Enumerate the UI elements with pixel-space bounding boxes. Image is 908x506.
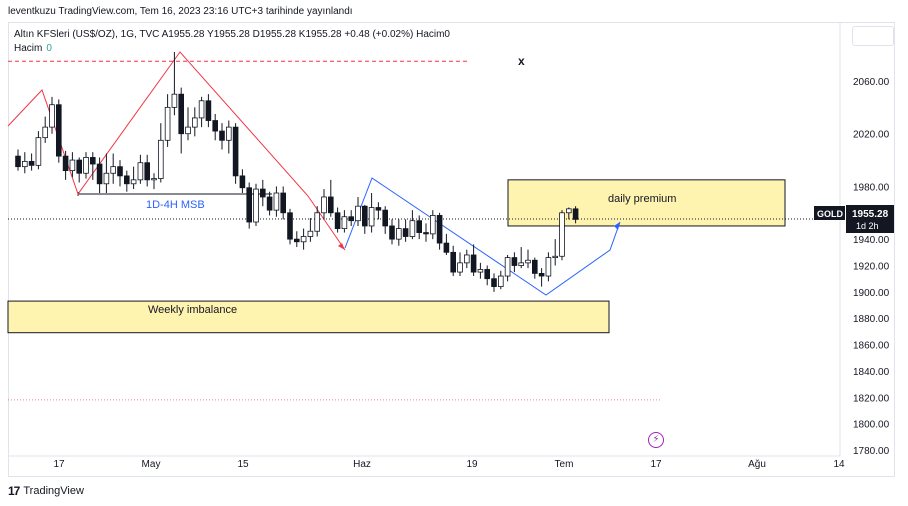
brand-name: TradingView bbox=[23, 485, 84, 497]
volume-label: Hacim bbox=[14, 43, 43, 54]
footer: 17 TradingView bbox=[8, 484, 84, 498]
volume-value: 0 bbox=[46, 43, 52, 54]
symbol-legend: Altın KFSleri (US$/OZ), 1G, TVC A1955.28… bbox=[14, 29, 450, 40]
chart-frame[interactable] bbox=[8, 22, 895, 477]
chart-settings-box[interactable] bbox=[852, 26, 894, 46]
close-icon[interactable]: x bbox=[518, 54, 525, 68]
tradingview-logo-icon: 17 bbox=[8, 484, 20, 498]
volume-legend: Hacim 0 bbox=[14, 43, 52, 54]
published-by-text: leventkuzu TradingView.com, Tem 16, 2023… bbox=[8, 6, 353, 17]
lightning-icon[interactable]: ⚡ bbox=[648, 432, 664, 448]
